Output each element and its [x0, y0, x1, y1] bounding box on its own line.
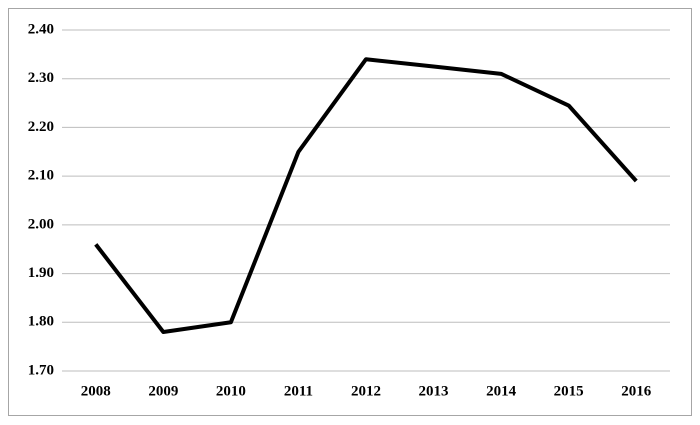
y-tick-label: 1.90	[28, 265, 54, 281]
y-tick-label: 1.70	[28, 362, 54, 378]
x-tick-label: 2008	[81, 383, 111, 399]
x-tick-label: 2014	[486, 383, 517, 399]
chart-frame	[8, 8, 692, 416]
y-tick-label: 2.20	[28, 119, 54, 135]
y-tick-label: 1.80	[28, 314, 54, 330]
x-tick-label: 2016	[621, 383, 652, 399]
x-tick-label: 2010	[216, 383, 246, 399]
y-tick-label: 2.40	[28, 21, 54, 37]
y-tick-label: 2.00	[28, 216, 54, 232]
x-tick-label: 2011	[284, 383, 313, 399]
x-tick-label: 2013	[419, 383, 449, 399]
y-tick-label: 2.30	[28, 70, 54, 86]
y-tick-label: 2.10	[28, 168, 54, 184]
x-tick-label: 2009	[148, 383, 178, 399]
line-series	[94, 57, 638, 335]
x-tick-label: 2015	[554, 383, 584, 399]
x-tick-label: 2012	[351, 383, 381, 399]
